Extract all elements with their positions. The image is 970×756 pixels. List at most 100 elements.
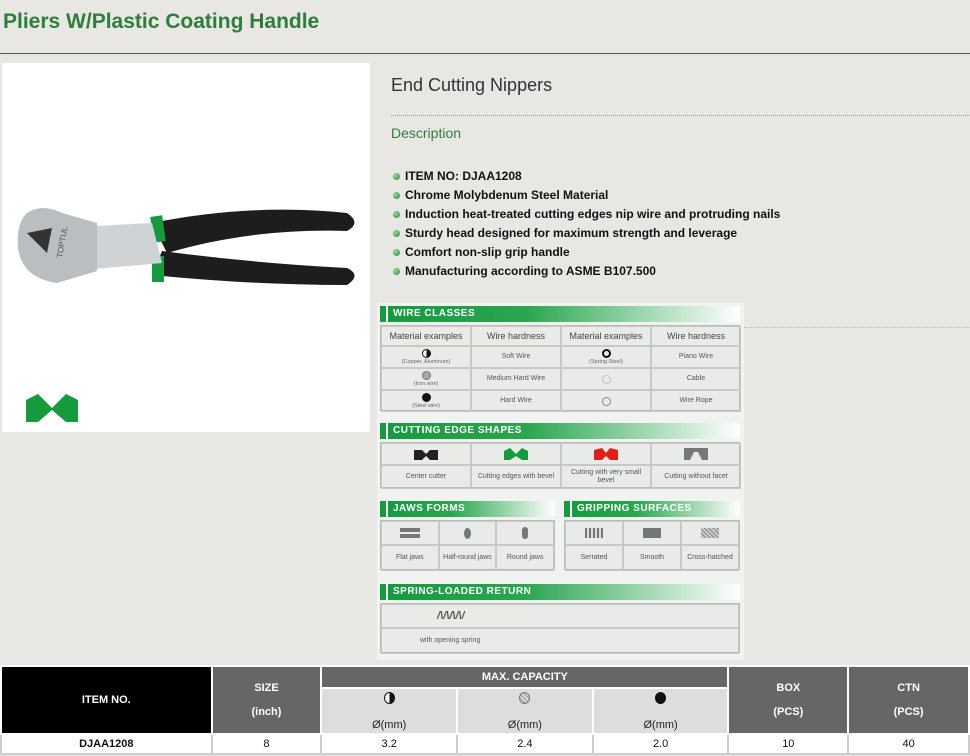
feature-item: Induction heat-treated cutting edges nip… xyxy=(393,205,780,224)
soft-wire-icon xyxy=(383,691,395,704)
smooth-icon xyxy=(643,528,661,538)
cell xyxy=(623,521,681,545)
col-header: Material examples xyxy=(561,326,651,346)
feature-item: Sturdy head designed for maximum strengt… xyxy=(393,224,780,243)
feature-item: Manufacturing according to ASME B107.500 xyxy=(393,262,780,281)
feature-text: Induction heat-treated cutting edges nip… xyxy=(405,207,781,221)
half-round-jaws-icon xyxy=(463,527,471,539)
soft-wire-icon xyxy=(421,348,431,358)
feature-item: ITEM NO: DJAA1208 xyxy=(393,167,780,186)
cell-hard: 2.0 xyxy=(591,733,730,755)
cell xyxy=(381,443,471,465)
page-title: Pliers W/Plastic Coating Handle xyxy=(3,10,320,33)
gripping-surfaces-table: Serrated Smooth Cross-hatched xyxy=(564,520,740,571)
feature-text: Comfort non-slip grip handle xyxy=(405,245,570,259)
cutting-edge-bevel-icon xyxy=(26,394,78,422)
shape-label: Center cutter xyxy=(381,465,471,489)
header-hard-wire: Ø(mm) xyxy=(591,687,730,735)
hardness: Soft Wire xyxy=(471,346,561,368)
bullet-icon xyxy=(393,268,400,275)
product-image: TOPTUL xyxy=(2,63,370,432)
shape-label: Cutting with very small bevel xyxy=(561,465,651,489)
col-header: Wire hardness xyxy=(651,326,741,346)
cell: /\/\/\/\/ xyxy=(381,604,739,628)
surface-label: Serrated xyxy=(565,545,623,571)
bullet-icon xyxy=(393,230,400,237)
dotted-divider xyxy=(744,327,970,328)
header-ctn: CTN (PCS) xyxy=(847,665,970,735)
medium-wire-icon xyxy=(519,691,531,704)
header-max-capacity: MAX. CAPACITY xyxy=(320,665,730,689)
pliers-image: TOPTUL xyxy=(17,208,355,285)
cell xyxy=(565,521,623,545)
no-facet-cutter-icon xyxy=(684,448,708,460)
pcs-unit: (PCS) xyxy=(773,706,804,718)
bullet-icon xyxy=(393,249,400,256)
header-box: BOX (PCS) xyxy=(727,665,850,735)
size-unit: (inch) xyxy=(251,706,282,718)
divider xyxy=(0,53,970,54)
cell-medium: 2.4 xyxy=(456,733,594,755)
spring-icon: /\/\/\/\/ xyxy=(437,610,465,622)
pcs-unit: (PCS) xyxy=(893,706,924,718)
spec-table: ITEM NO. SIZE (inch) MAX. CAPACITY BOX (PC… xyxy=(0,665,970,755)
jaw-label: Flat jaws xyxy=(381,545,439,571)
feature-list: ITEM NO: DJAA1208 Chrome Molybdenum Stee… xyxy=(393,167,780,281)
description-label: Description xyxy=(391,125,462,141)
box-label: BOX xyxy=(776,682,801,694)
cutting-edge-header: CUTTING EDGE SHAPES xyxy=(380,423,740,439)
cell-soft: 3.2 xyxy=(320,733,459,755)
feature-item: Chrome Molybdenum Steel Material xyxy=(393,186,780,205)
spring-header: SPRING-LOADED RETURN xyxy=(380,584,740,600)
hard-wire-icon xyxy=(655,691,667,704)
spring-table: /\/\/\/\/ with opening spring xyxy=(380,603,740,654)
header-medium-wire: Ø(mm) xyxy=(456,687,594,735)
flat-jaws-icon xyxy=(399,528,420,538)
bullet-icon xyxy=(393,211,400,218)
dotted-divider xyxy=(391,115,970,116)
feature-text: Sturdy head designed for maximum strengt… xyxy=(405,226,738,240)
material: (Copper, Aluminum) xyxy=(401,358,451,365)
material: (Steel wire) xyxy=(412,402,440,409)
unit: Ø(mm) xyxy=(372,718,407,731)
shape-label: Cutting edges with bevel xyxy=(471,465,561,489)
wire-classes-table: Material examples Wire hardness Material… xyxy=(380,325,741,412)
col-header: Wire hardness xyxy=(471,326,561,346)
ctn-label: CTN xyxy=(897,682,920,694)
center-cutter-icon xyxy=(414,450,438,460)
jaws-forms-header: JAWS FORMS xyxy=(380,501,555,517)
cable-icon xyxy=(601,374,611,384)
jaw-label: Round jaws xyxy=(496,545,554,571)
cell-ctn: 40 xyxy=(847,733,970,755)
hardness: Piano Wire xyxy=(651,346,741,368)
bullet-icon xyxy=(393,173,400,180)
cell: (Copper, Aluminum) xyxy=(381,346,471,368)
bevel-cutter-icon xyxy=(504,448,528,460)
header-soft-wire: Ø(mm) xyxy=(320,687,459,735)
material: (Iron wire) xyxy=(413,380,439,387)
small-bevel-cutter-icon xyxy=(594,448,618,460)
table-row: DJAA1208 8 3.2 2.4 2.0 10 40 xyxy=(0,733,970,755)
hardness: Wire Rope xyxy=(651,390,741,412)
hardness: Medium Hard Wire xyxy=(471,368,561,390)
cell: (Steel wire) xyxy=(381,390,471,412)
spec-infographic: WIRE CLASSES Material examples Wire hard… xyxy=(377,303,744,660)
jaw-label: Half-round jaws xyxy=(438,545,497,571)
cell xyxy=(561,443,651,465)
shape-label: Cutting without facet xyxy=(651,465,741,489)
wire-rope-icon xyxy=(601,396,611,406)
hardness: Hard Wire xyxy=(471,390,561,412)
cell: (Spring Steel) xyxy=(561,346,651,368)
steel-wire-icon xyxy=(421,392,431,402)
round-jaws-icon xyxy=(522,527,529,539)
cross-hatched-icon xyxy=(701,528,719,538)
jaws-forms-table: Flat jaws Half-round jaws Round jaws xyxy=(380,520,555,571)
size-label: SIZE xyxy=(254,682,279,694)
cell xyxy=(381,521,439,545)
serrated-icon xyxy=(585,528,603,538)
cell-size: 8 xyxy=(210,733,323,755)
surface-label: Cross-hatched xyxy=(681,545,739,571)
cell xyxy=(496,521,554,545)
spring-label: with opening spring xyxy=(381,628,739,654)
cell xyxy=(681,521,739,545)
